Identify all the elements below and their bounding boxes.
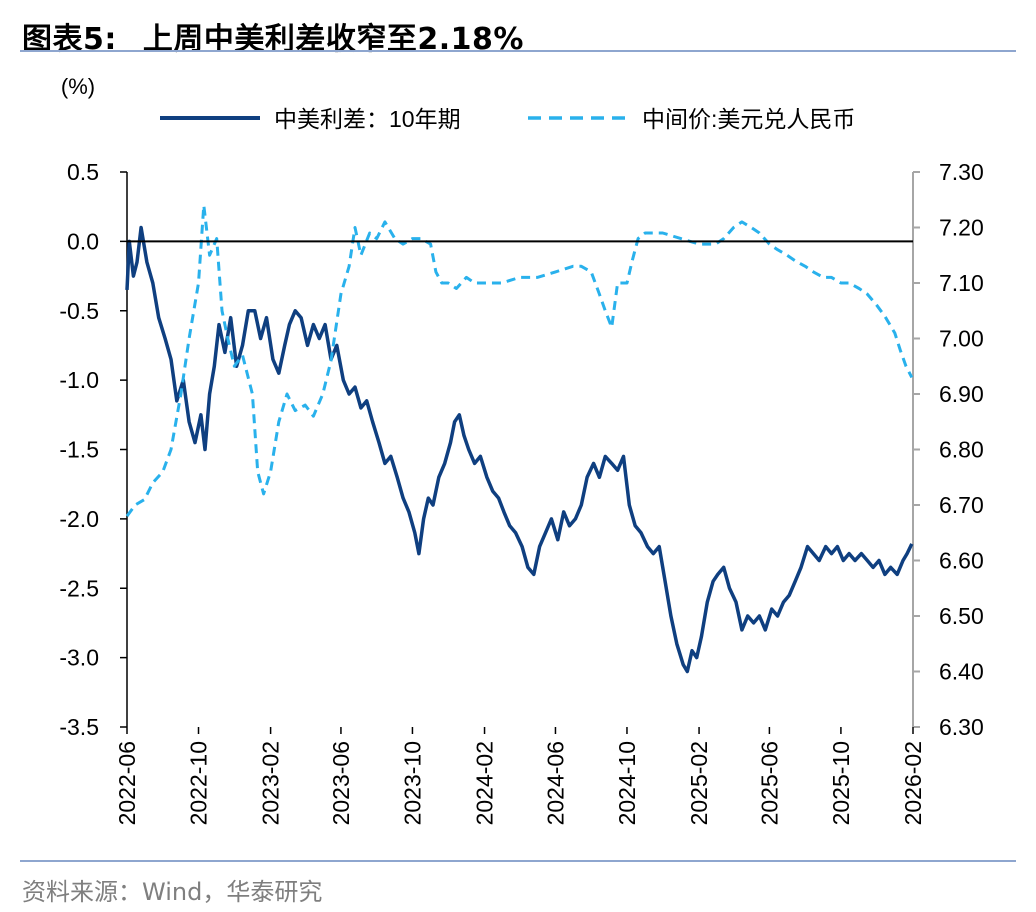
right-axis-tick-label: 7.30 <box>939 159 984 185</box>
x-axis-tick-label: 2022-06 <box>114 741 140 825</box>
x-axis-tick-label: 2026-02 <box>900 741 926 825</box>
legend-label: 中间价:美元兑人民币 <box>642 106 855 132</box>
x-axis-tick-label: 2024-02 <box>472 741 498 825</box>
x-axis-tick-label: 2023-02 <box>258 741 284 825</box>
right-axis-tick-label: 6.30 <box>939 714 984 740</box>
x-axis-tick-label: 2025-02 <box>686 741 712 825</box>
left-axis-tick-label: 0.0 <box>67 228 99 254</box>
left-axis-tick-label: 0.5 <box>67 159 99 185</box>
x-axis-tick-label: 2025-10 <box>828 741 854 825</box>
left-axis-tick-label: -1.5 <box>59 437 99 463</box>
x-axis-tick-label: 2024-06 <box>542 741 568 825</box>
right-axis-tick-label: 7.10 <box>939 270 984 296</box>
x-axis-tick-label: 2024-10 <box>614 741 640 825</box>
left-axis-tick-label: -0.5 <box>59 298 99 324</box>
right-axis-tick-label: 7.00 <box>939 326 984 352</box>
left-axis-tick-label: -2.0 <box>59 506 99 532</box>
axes: 0.5 0.0 -0.5 -1.0 -1.5 -2.0 -2.5 -3.0 -3.5 7.30 7.… <box>59 159 983 825</box>
left-axis-tick-label: -3.0 <box>59 645 99 671</box>
footer-divider <box>20 860 1016 862</box>
x-axis-tick-label: 2022-10 <box>186 741 212 825</box>
x-axis-tick-label: 2023-10 <box>399 741 425 825</box>
spread-10y-line <box>125 225 914 674</box>
right-axis-tick-label: 6.80 <box>939 437 984 463</box>
right-axis-tick-label: 6.70 <box>939 492 984 518</box>
left-axis-tick-label: -2.5 <box>59 575 99 601</box>
legend-label: 中美利差：10年期 <box>274 106 461 132</box>
left-axis-tick-label: -1.0 <box>59 367 99 393</box>
unit-label: (%) <box>61 74 95 99</box>
right-axis-tick-label: 6.50 <box>939 603 984 629</box>
right-axis-tick-label: 7.20 <box>939 215 984 241</box>
x-axis-tick-label: 2023-06 <box>328 741 354 825</box>
usdcny-fixing-line <box>125 203 914 517</box>
left-axis-tick-label: -3.5 <box>59 714 99 740</box>
title-divider <box>20 50 1016 52</box>
x-axis-tick-label: 2025-06 <box>756 741 782 825</box>
legend: 中美利差：10年期 中间价:美元兑人民币 <box>160 106 855 132</box>
source-note: 资料来源：Wind，华泰研究 <box>22 878 323 906</box>
right-axis-tick-label: 6.60 <box>939 548 984 574</box>
right-axis-tick-label: 6.40 <box>939 659 984 685</box>
right-axis-tick-label: 6.90 <box>939 381 984 407</box>
series-layer <box>125 203 914 674</box>
